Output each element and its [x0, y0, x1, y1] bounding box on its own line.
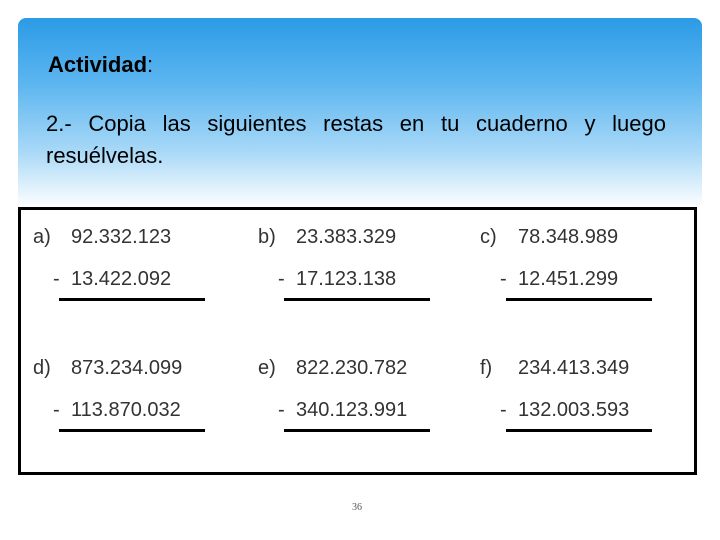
problem-label: c)	[480, 226, 497, 248]
problem-label: d)	[33, 357, 51, 379]
minus-sign: -	[278, 268, 285, 290]
answer-line	[59, 298, 205, 301]
minuend: 23.383.329	[296, 226, 397, 248]
subtrahend: 17.123.138	[296, 268, 397, 290]
subtrahend: 132.003.593	[518, 399, 630, 421]
problem-label: f)	[480, 357, 493, 379]
minuend: 873.234.099	[71, 357, 183, 379]
minus-sign: -	[53, 399, 60, 421]
minuend: 234.413.349	[518, 357, 630, 379]
subtrahend: 113.870.032	[71, 399, 181, 421]
problem-label: e)	[258, 357, 276, 379]
title-text: Actividad	[48, 52, 148, 77]
minus-sign: -	[500, 268, 507, 290]
minuend: 92.332.123	[71, 226, 172, 248]
answer-line	[284, 429, 430, 432]
title: Actividad:	[48, 52, 153, 78]
subtrahend: 12.451.299	[518, 268, 619, 290]
subtrahend: 340.123.991	[296, 399, 408, 421]
minuend: 78.348.989	[518, 226, 619, 248]
header-background	[18, 18, 702, 208]
instruction: 2.- Copia las siguientes restas en tu cu…	[46, 111, 666, 168]
answer-line	[284, 298, 430, 301]
answer-line	[59, 429, 205, 432]
problem-label: b)	[258, 226, 276, 248]
answer-line	[506, 429, 652, 432]
problem-label: a)	[33, 226, 51, 248]
title-colon: :	[147, 52, 154, 77]
minus-sign: -	[500, 399, 507, 421]
subtrahend: 13.422.092	[71, 268, 172, 290]
minus-sign: -	[53, 268, 60, 290]
page-number: 36	[352, 502, 362, 513]
minuend: 822.230.782	[296, 357, 408, 379]
answer-line	[506, 298, 652, 301]
minus-sign: -	[278, 399, 285, 421]
